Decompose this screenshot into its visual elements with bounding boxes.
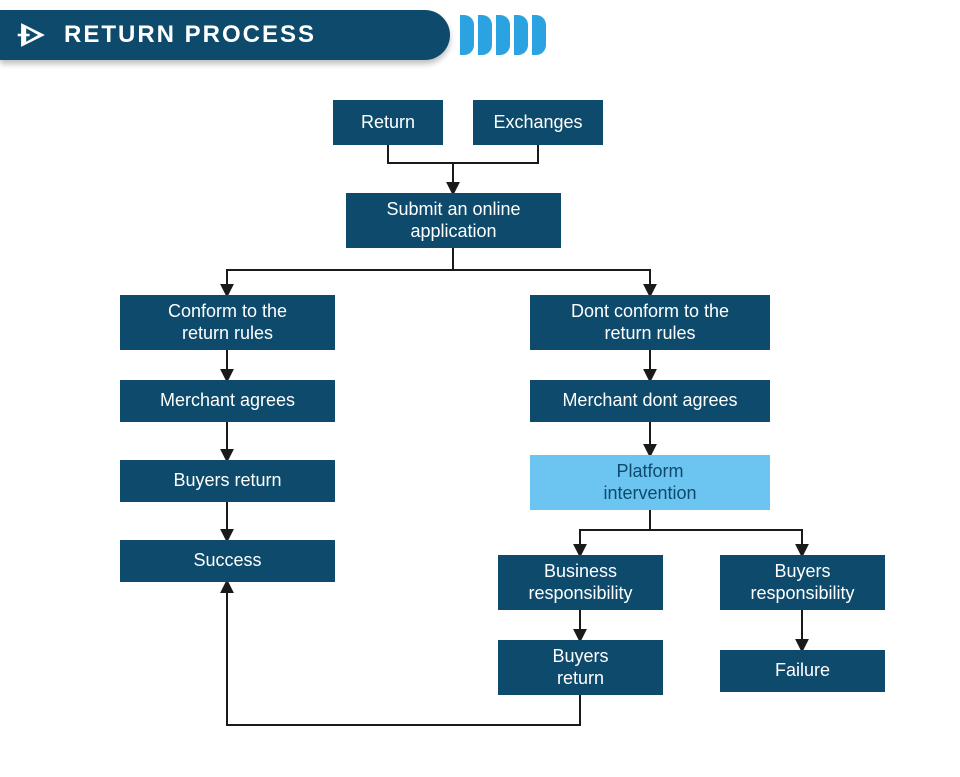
header: RETURN PROCESS — [0, 10, 450, 60]
flow-node-return: Return — [333, 100, 443, 145]
flow-node-buyers1: Buyers return — [120, 460, 335, 502]
flow-node-merchdont: Merchant dont agrees — [530, 380, 770, 422]
flow-node-failure: Failure — [720, 650, 885, 692]
header-stripes — [460, 15, 550, 55]
flow-node-buyresp: Buyersresponsibility — [720, 555, 885, 610]
flow-node-dontconform: Dont conform to thereturn rules — [530, 295, 770, 350]
return-process-page: RETURN PROCESS Return Exchanges Submit an … — [0, 0, 960, 777]
flow-node-buyers2: Buyersreturn — [498, 640, 663, 695]
flow-node-merchagree: Merchant agrees — [120, 380, 335, 422]
flow-node-conform: Conform to thereturn rules — [120, 295, 335, 350]
header-play-icon — [16, 18, 50, 52]
flow-node-success: Success — [120, 540, 335, 582]
flow-node-exchanges: Exchanges — [473, 100, 603, 145]
flow-node-submit: Submit an onlineapplication — [346, 193, 561, 248]
flowchart: Return Exchanges Submit an onlineapplicati… — [0, 85, 960, 765]
flow-node-bizresp: Businessresponsibility — [498, 555, 663, 610]
header-bar: RETURN PROCESS — [0, 10, 450, 60]
header-title: RETURN PROCESS — [64, 21, 316, 49]
flow-node-platform: Platformintervention — [530, 455, 770, 510]
